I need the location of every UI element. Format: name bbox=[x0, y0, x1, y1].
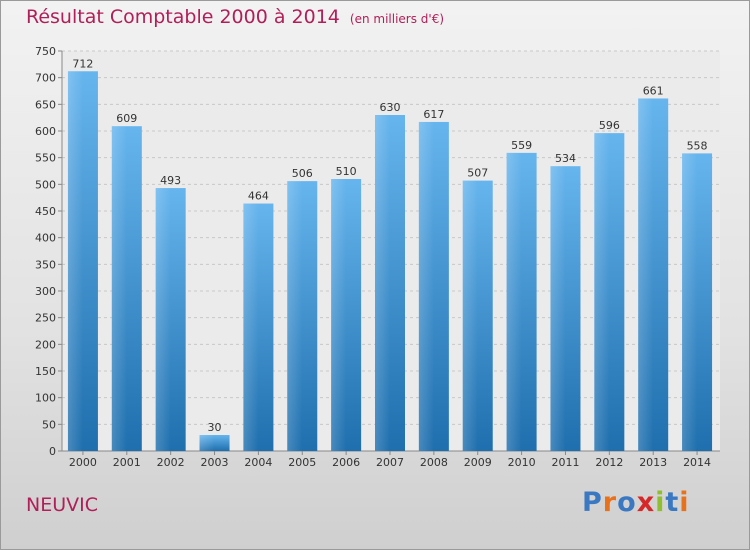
data-label: 506 bbox=[292, 167, 313, 180]
x-tick-label: 2006 bbox=[332, 456, 360, 469]
y-tick-label: 50 bbox=[42, 418, 56, 431]
y-tick-label: 600 bbox=[35, 125, 56, 138]
bar-gloss bbox=[243, 203, 259, 451]
data-label: 464 bbox=[248, 190, 269, 203]
data-label: 630 bbox=[380, 101, 401, 114]
bar-gloss bbox=[682, 153, 698, 451]
data-label: 661 bbox=[643, 84, 664, 97]
data-label: 609 bbox=[116, 112, 137, 125]
y-tick-label: 300 bbox=[35, 285, 56, 298]
x-tick-label: 2013 bbox=[639, 456, 667, 469]
x-tick-label: 2001 bbox=[113, 456, 141, 469]
x-tick-label: 2004 bbox=[244, 456, 272, 469]
x-tick-label: 2000 bbox=[69, 456, 97, 469]
y-tick-label: 700 bbox=[35, 72, 56, 85]
data-label: 510 bbox=[336, 165, 357, 178]
bar-gloss bbox=[67, 71, 83, 452]
bar-gloss bbox=[331, 179, 347, 451]
bar-gloss bbox=[462, 180, 478, 451]
bar-gloss bbox=[111, 126, 127, 451]
x-tick-label: 2002 bbox=[157, 456, 185, 469]
data-label: 493 bbox=[160, 174, 181, 187]
x-tick-label: 2009 bbox=[464, 456, 492, 469]
y-tick-label: 250 bbox=[35, 312, 56, 325]
unit-label: (en milliers d'€) bbox=[349, 12, 445, 26]
y-tick-label: 450 bbox=[35, 205, 56, 218]
chart-title: Résultat Comptable 2000 à 2014 (en millie… bbox=[26, 6, 444, 28]
x-tick-label: 2012 bbox=[595, 456, 623, 469]
logo-letter: i bbox=[679, 487, 690, 518]
place-name: NEUVIC bbox=[26, 494, 98, 516]
bar-gloss bbox=[418, 121, 434, 451]
y-tick-label: 650 bbox=[35, 98, 56, 111]
data-label: 534 bbox=[555, 152, 576, 165]
bar-gloss bbox=[155, 188, 171, 452]
y-tick-label: 100 bbox=[35, 392, 56, 405]
data-label: 558 bbox=[687, 139, 708, 152]
x-tick-label: 2003 bbox=[201, 456, 229, 469]
y-tick-label: 750 bbox=[35, 45, 56, 58]
y-tick-label: 550 bbox=[35, 152, 56, 165]
data-label: 596 bbox=[599, 119, 620, 132]
data-label: 712 bbox=[72, 57, 93, 70]
data-label: 617 bbox=[423, 108, 444, 121]
logo-letter: P bbox=[582, 487, 603, 518]
x-tick-label: 2011 bbox=[551, 456, 579, 469]
bar-gloss bbox=[550, 166, 566, 451]
x-tick-label: 2005 bbox=[288, 456, 316, 469]
y-tick-label: 400 bbox=[35, 232, 56, 245]
data-label: 30 bbox=[208, 421, 222, 434]
bar-gloss bbox=[375, 115, 390, 451]
proxiti-logo: Proxiti bbox=[582, 487, 690, 518]
bar-gloss bbox=[199, 435, 215, 451]
y-tick-label: 500 bbox=[35, 178, 56, 191]
data-label: 559 bbox=[511, 139, 532, 152]
bar-gloss bbox=[506, 152, 522, 451]
x-tick-label: 2007 bbox=[376, 456, 404, 469]
logo-letter: o bbox=[617, 487, 637, 518]
logo-letter: i bbox=[655, 487, 666, 518]
title-text: Résultat Comptable 2000 à 2014 bbox=[26, 6, 340, 28]
x-tick-label: 2014 bbox=[683, 456, 711, 469]
logo-letter: t bbox=[665, 487, 680, 518]
bar-gloss bbox=[638, 98, 654, 451]
x-tick-label: 2010 bbox=[508, 456, 536, 469]
logo-letter: x bbox=[636, 487, 656, 518]
y-tick-label: 0 bbox=[49, 445, 56, 458]
bar-gloss bbox=[287, 181, 303, 451]
data-label: 507 bbox=[467, 167, 488, 180]
logo-letter: r bbox=[602, 487, 618, 518]
y-tick-label: 350 bbox=[35, 258, 56, 271]
y-tick-label: 200 bbox=[35, 338, 56, 351]
y-tick-label: 150 bbox=[35, 365, 56, 378]
bar-gloss bbox=[594, 133, 610, 451]
x-tick-label: 2008 bbox=[420, 456, 448, 469]
